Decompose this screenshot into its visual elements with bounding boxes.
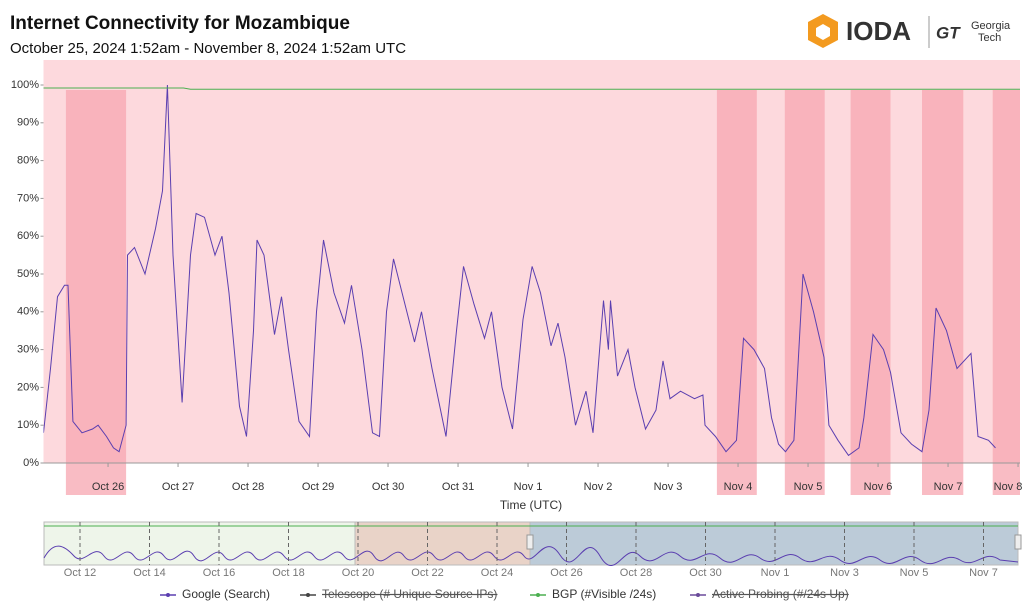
nav-handle[interactable] <box>526 534 534 550</box>
nav-label: Oct 16 <box>203 567 235 579</box>
y-tick-label: 0% <box>23 457 39 469</box>
nav-label: Nov 7 <box>969 567 998 579</box>
nav-label: Nov 3 <box>830 567 859 579</box>
legend-dot <box>166 593 170 597</box>
gt-mark: GT <box>936 23 961 42</box>
y-tick-label: 20% <box>17 381 39 393</box>
y-tick-label: 80% <box>17 155 39 167</box>
outage-band <box>716 90 757 495</box>
x-tick-label: Nov 7 <box>934 481 963 493</box>
x-tick-label: Oct 30 <box>372 481 404 493</box>
nav-range <box>354 521 531 566</box>
x-tick-label: Nov 1 <box>514 481 543 493</box>
x-tick-label: Oct 27 <box>162 481 194 493</box>
series-line <box>43 84 996 457</box>
y-tick-label: 90% <box>17 117 39 129</box>
nav-label: Oct 28 <box>620 567 652 579</box>
nav-label: Nov 5 <box>900 567 929 579</box>
nav-label: Oct 26 <box>550 567 582 579</box>
x-tick-label: Nov 6 <box>864 481 893 493</box>
y-tick-label: 10% <box>17 419 39 431</box>
nav-line <box>43 545 1019 566</box>
nav-label: Oct 24 <box>481 567 513 579</box>
partner: Tech <box>978 32 1001 44</box>
series-line <box>43 87 1020 90</box>
series-group <box>43 84 1020 457</box>
legend-dot <box>696 593 700 597</box>
legend-dot <box>536 593 540 597</box>
legend-label[interactable]: Active Probing (#/24s Up) <box>712 587 849 601</box>
outage-band <box>992 90 1020 495</box>
legend-label[interactable]: Telescope (# Unique Source IPs) <box>322 587 497 601</box>
nav-label: Oct 14 <box>133 567 165 579</box>
subtitle: October 25, 2024 1:52am - November 8, 20… <box>10 40 406 57</box>
legend-label[interactable]: BGP (#Visible /24s) <box>552 587 656 601</box>
y-tick-label: 70% <box>17 192 39 204</box>
nav-selection[interactable] <box>529 521 1019 566</box>
nav-handle[interactable] <box>1014 534 1022 550</box>
nav-label: Oct 30 <box>689 567 721 579</box>
logo-icon-inner <box>816 24 830 40</box>
x-axis-label: Time (UTC) <box>500 498 562 512</box>
y-tick-label: 50% <box>17 268 39 280</box>
legend-dot <box>306 593 310 597</box>
logo-text: IODA <box>846 16 911 46</box>
outage-band <box>922 90 964 495</box>
x-tick-label: Oct 31 <box>442 481 474 493</box>
nav-label: Oct 18 <box>272 567 304 579</box>
logo: IODA GT Georgia Tech <box>808 14 1011 48</box>
x-tick-label: Oct 28 <box>232 481 264 493</box>
nav-range <box>43 521 356 566</box>
nav-label: Oct 20 <box>342 567 374 579</box>
x-tick-label: Nov 3 <box>654 481 683 493</box>
navigator <box>43 521 1022 566</box>
y-tick-label: 60% <box>17 230 39 242</box>
outage-band <box>784 90 825 495</box>
outage-band <box>850 90 891 495</box>
x-tick-label: Oct 26 <box>92 481 124 493</box>
partner: Georgia <box>971 20 1011 32</box>
x-tick-label: Oct 29 <box>302 481 334 493</box>
legend-label[interactable]: Google (Search) <box>182 587 270 601</box>
x-tick-label: Nov 5 <box>794 481 823 493</box>
x-tick-label: Nov 2 <box>584 481 613 493</box>
nav-label: Nov 1 <box>761 567 790 579</box>
nav-label: Oct 22 <box>411 567 443 579</box>
outage-band <box>65 90 127 495</box>
y-tick-label: 30% <box>17 344 39 356</box>
y-tick-label: 40% <box>17 306 39 318</box>
y-tick-label: 100% <box>11 79 39 91</box>
nav-label: Oct 12 <box>64 567 96 579</box>
x-tick-label: Nov 4 <box>724 481 753 493</box>
title: Internet Connectivity for Mozambique <box>10 13 350 34</box>
x-tick-label: Nov 8 <box>994 481 1023 493</box>
